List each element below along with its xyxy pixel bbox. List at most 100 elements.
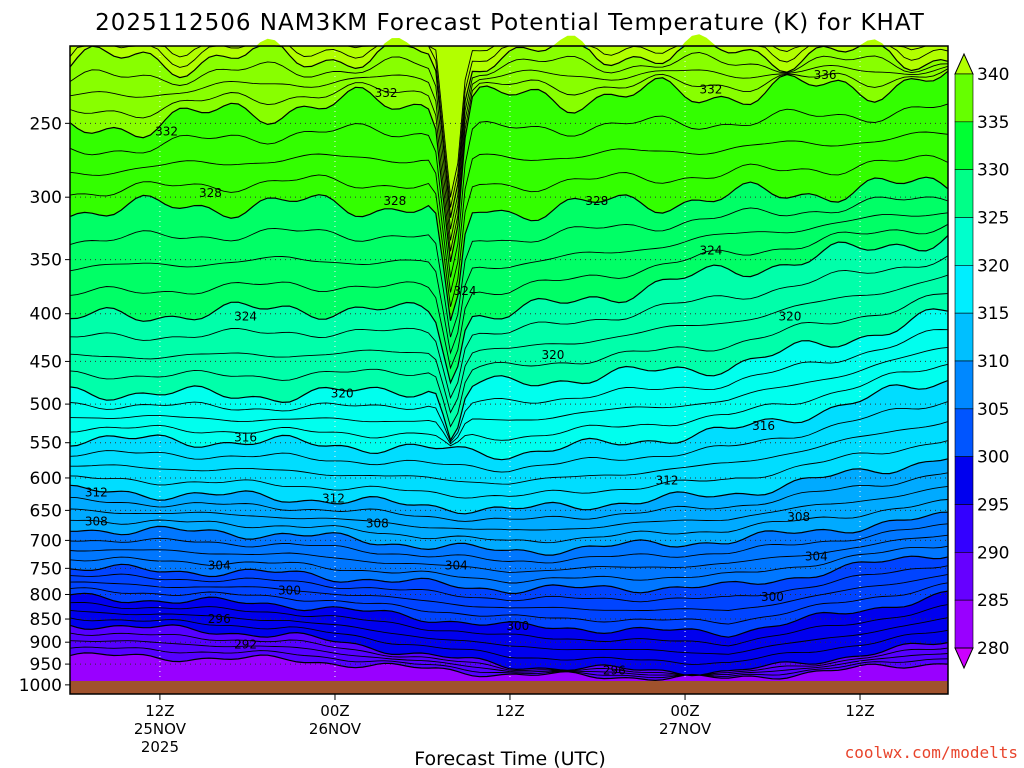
isentrope-line [69, 196, 949, 338]
contour-label: 304 [208, 559, 231, 573]
isentrope-line [69, 652, 949, 682]
contour-label: 304 [445, 559, 468, 573]
isentrope-line [69, 176, 949, 321]
isentrope-line [69, 573, 949, 611]
theta-band [70, 46, 948, 262]
contour-label: 300 [761, 590, 784, 604]
colorbar-segment [954, 217, 974, 266]
isentrope-line [69, 590, 949, 638]
y-tick-label: 350 [30, 251, 62, 271]
isentrope-line [69, 565, 949, 603]
isentrope-line [69, 235, 949, 385]
isentrope-line [69, 472, 949, 522]
colorbar-label: 290 [977, 543, 1009, 563]
y-tick-label: 550 [30, 434, 62, 454]
isentrope-line [69, 534, 949, 573]
y-tick-label: 500 [30, 395, 62, 415]
theta-band [70, 380, 948, 514]
colorbar-segment [954, 456, 974, 505]
isentrope-line [69, 602, 949, 647]
y-tick-label: 300 [30, 188, 62, 208]
contour-label: 316 [752, 419, 775, 433]
contour-label: 328 [585, 194, 608, 208]
x-tick-label: 27NOV [659, 720, 712, 738]
contour-label: 324 [454, 284, 477, 298]
y-tick-label: 800 [30, 585, 62, 605]
contour-label: 296 [208, 612, 231, 626]
isentrope-line [69, 64, 949, 241]
colorbar-label: 310 [977, 352, 1009, 372]
y-tick-label: 600 [30, 469, 62, 489]
theta-band [70, 556, 948, 638]
y-tick-label: 400 [30, 305, 62, 325]
contour-label: 296 [603, 663, 626, 677]
contour-label: 328 [199, 186, 222, 200]
isentrope-line [69, 308, 949, 442]
contour-label: 304 [805, 549, 828, 563]
colorbar-label: 325 [977, 209, 1009, 229]
contour-label: 300 [278, 583, 301, 597]
isentrope-line [69, 274, 949, 414]
contour-label: 312 [322, 491, 345, 505]
isentrope-line [69, 293, 949, 428]
isentrope-line [69, 52, 949, 230]
isentrope-line [69, 609, 949, 655]
isentrope-line [69, 45, 949, 218]
theta-band [70, 624, 948, 681]
contour-label: 320 [541, 348, 564, 362]
theta-band [70, 458, 948, 556]
x-tick-label: 12Z [145, 702, 174, 720]
ground-strip [70, 681, 948, 694]
y-tick-label: 250 [30, 114, 62, 134]
contour-label: 312 [656, 474, 679, 488]
theta-band [70, 71, 948, 321]
isentrope-line [69, 624, 949, 677]
y-tick-label: 700 [30, 531, 62, 551]
isentrope-line [69, 499, 949, 544]
colorbar-segment [954, 169, 974, 218]
isentrope-line [69, 617, 949, 665]
y-tick-label: 650 [30, 501, 62, 521]
theta-band [70, 34, 948, 218]
colorbar-segment [954, 312, 974, 362]
isentrope-line [69, 458, 949, 515]
colorbar-segment [954, 599, 974, 649]
plot-frame [69, 45, 949, 695]
colorbar-label: 330 [977, 161, 1009, 181]
colorbar-label: 295 [977, 496, 1009, 516]
colorbar-label: 285 [977, 591, 1009, 611]
x-tick-label: 12Z [845, 702, 874, 720]
colorbar-segment [954, 73, 974, 123]
isentrope-line [69, 379, 949, 461]
isentrope-line [69, 632, 949, 676]
colorbar-arrow-bottom [954, 647, 974, 670]
x-axis-title: Forecast Time (UTC) [414, 748, 605, 768]
isentrope-line [69, 131, 949, 293]
isentrope-line [69, 582, 949, 625]
isentrope-line [69, 329, 949, 443]
colorbar-label: 305 [977, 400, 1009, 420]
contour-label: 308 [366, 516, 389, 530]
colorbar-label: 315 [977, 304, 1009, 324]
colorbar-segment [954, 552, 974, 601]
theta-band [70, 177, 948, 383]
colorbar-label: 280 [977, 639, 1009, 659]
colorbar-segment [954, 408, 974, 457]
theta-band [70, 512, 948, 594]
colorbar-label: 300 [977, 448, 1009, 468]
contour-label: 332 [375, 86, 398, 100]
isentrope-line [69, 401, 949, 473]
x-tick-label: 26NOV [309, 720, 362, 738]
contour-label: 308 [85, 514, 108, 528]
x-tick-label: 25NOV [134, 720, 187, 738]
isentrope-line [69, 68, 949, 252]
x-tick-label: 2025 [141, 738, 179, 756]
y-tick-label: 450 [30, 352, 62, 372]
isentrope-line [69, 70, 949, 263]
plot-area: 336 332 332 332 328 328 328 324 324 324 320 320 320 3… [69, 34, 949, 695]
x-tick-label: 00Z [670, 702, 699, 720]
contour-label: 300 [506, 619, 529, 633]
y-tick-label: 850 [30, 610, 62, 630]
